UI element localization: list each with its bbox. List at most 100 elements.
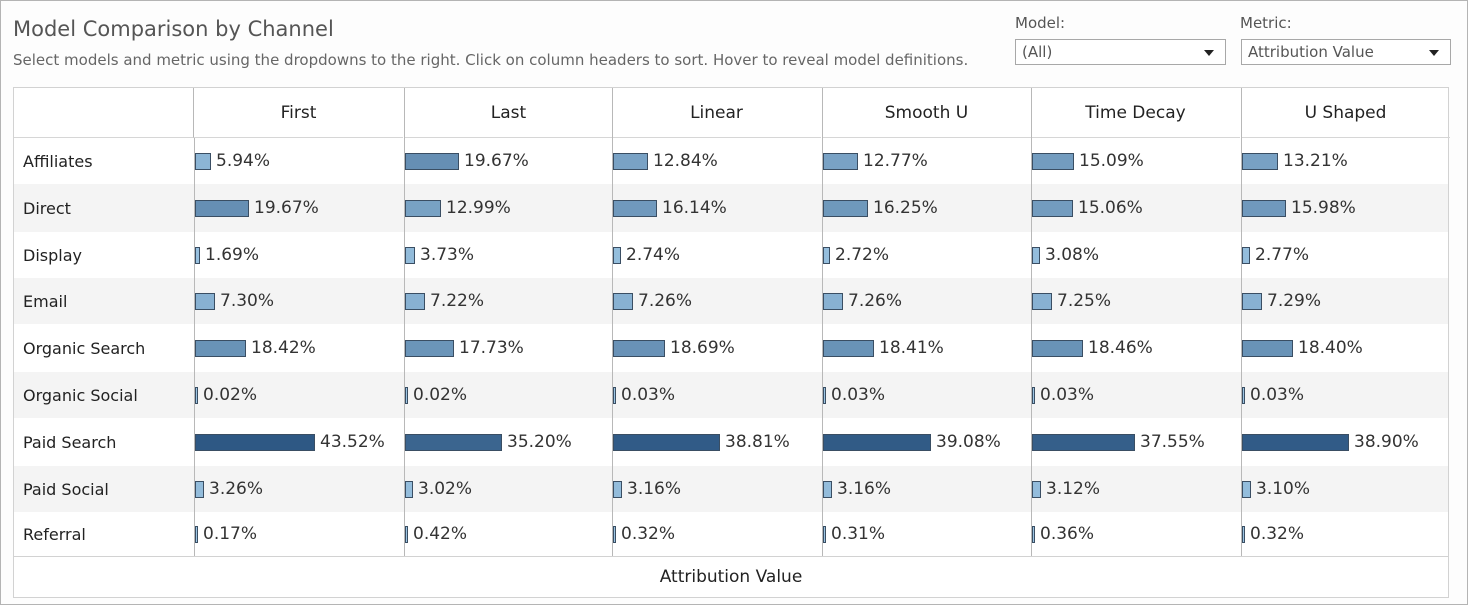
column-divider xyxy=(612,88,613,556)
bar-first-organic-search xyxy=(195,340,246,357)
data-label: 0.32% xyxy=(621,524,676,544)
table-row xyxy=(14,324,1448,372)
bar-last-direct xyxy=(405,200,441,217)
chevron-down-icon[interactable] xyxy=(1204,50,1214,56)
data-label: 0.03% xyxy=(621,385,676,405)
bar-smooth-u-affiliates xyxy=(823,153,858,170)
table-row xyxy=(14,512,1448,556)
bar-time-decay-referral xyxy=(1032,526,1035,543)
bar-smooth-u-email xyxy=(823,293,843,310)
bar-u-shaped-direct xyxy=(1242,200,1286,217)
bar-time-decay-email xyxy=(1032,293,1052,310)
bar-last-paid-social xyxy=(405,481,413,498)
data-label: 18.42% xyxy=(251,338,316,358)
bar-smooth-u-direct xyxy=(823,200,868,217)
model-comparison-table: First Last Linear Smooth U Time Decay U Shape… xyxy=(13,87,1450,598)
data-label: 3.08% xyxy=(1045,245,1100,265)
bar-last-organic-social xyxy=(405,387,408,404)
column-divider xyxy=(404,88,405,556)
column-divider xyxy=(194,138,195,556)
x-axis-label: Attribution Value xyxy=(659,567,803,587)
metric-dropdown-value: Attribution Value xyxy=(1248,43,1374,61)
row-label-organic-social: Organic Social xyxy=(23,385,138,405)
column-divider xyxy=(822,88,823,556)
data-label: 0.02% xyxy=(203,385,258,405)
bar-last-email xyxy=(405,293,425,310)
data-label: 18.41% xyxy=(879,338,944,358)
data-label: 0.03% xyxy=(831,385,886,405)
data-label: 3.73% xyxy=(420,245,475,265)
data-label: 18.46% xyxy=(1088,338,1153,358)
data-label: 7.25% xyxy=(1057,291,1112,311)
data-label: 35.20% xyxy=(507,432,572,452)
row-label-display: Display xyxy=(23,245,82,265)
column-header-smooth-u[interactable]: Smooth U xyxy=(822,88,1031,138)
data-label: 38.81% xyxy=(725,432,790,452)
metric-dropdown[interactable]: Attribution Value xyxy=(1241,39,1451,65)
data-label: 16.25% xyxy=(873,198,938,218)
bar-u-shaped-display xyxy=(1242,247,1250,264)
bar-first-referral xyxy=(195,526,198,543)
table-row xyxy=(14,184,1448,232)
table-row xyxy=(14,372,1448,418)
data-label: 12.84% xyxy=(653,151,718,171)
data-label: 0.02% xyxy=(413,385,468,405)
data-label: 3.26% xyxy=(209,479,264,499)
bar-first-paid-search xyxy=(195,434,315,451)
bar-u-shaped-organic-social xyxy=(1242,387,1245,404)
data-label: 13.21% xyxy=(1283,151,1348,171)
bar-last-paid-search xyxy=(405,434,502,451)
table-row xyxy=(14,278,1448,324)
column-header-linear[interactable]: Linear xyxy=(612,88,821,138)
model-dropdown[interactable]: (All) xyxy=(1015,39,1226,65)
column-header-first[interactable]: First xyxy=(194,88,403,138)
data-label: 1.69% xyxy=(205,245,260,265)
data-label: 2.74% xyxy=(626,245,681,265)
data-label: 0.42% xyxy=(413,524,468,544)
bar-time-decay-organic-social xyxy=(1032,387,1035,404)
data-label: 37.55% xyxy=(1140,432,1205,452)
model-dropdown-value: (All) xyxy=(1022,43,1053,61)
data-label: 2.72% xyxy=(835,245,890,265)
data-label: 7.26% xyxy=(848,291,903,311)
row-label-organic-search: Organic Search xyxy=(23,338,146,358)
data-label: 18.69% xyxy=(670,338,735,358)
bar-time-decay-organic-search xyxy=(1032,340,1083,357)
bar-last-referral xyxy=(405,526,408,543)
data-label: 7.30% xyxy=(220,291,275,311)
chevron-down-icon[interactable] xyxy=(1429,50,1439,56)
data-label: 19.67% xyxy=(464,151,529,171)
table-row xyxy=(14,466,1448,512)
table-row xyxy=(14,232,1448,278)
column-divider xyxy=(1241,88,1242,556)
bar-smooth-u-paid-social xyxy=(823,481,832,498)
data-label: 0.03% xyxy=(1250,385,1305,405)
column-header-last[interactable]: Last xyxy=(404,88,613,138)
data-label: 16.14% xyxy=(662,198,727,218)
data-label: 15.06% xyxy=(1078,198,1143,218)
data-label: 0.31% xyxy=(831,524,886,544)
data-label: 38.90% xyxy=(1354,432,1419,452)
bar-u-shaped-email xyxy=(1242,293,1262,310)
data-label: 17.73% xyxy=(459,338,524,358)
column-header-u-shaped[interactable]: U Shaped xyxy=(1241,88,1450,138)
data-label: 7.22% xyxy=(430,291,485,311)
bar-first-email xyxy=(195,293,215,310)
bar-linear-organic-social xyxy=(613,387,616,404)
column-header-time-decay[interactable]: Time Decay xyxy=(1031,88,1240,138)
page-title: Model Comparison by Channel xyxy=(13,17,334,41)
bar-linear-email xyxy=(613,293,633,310)
data-label: 7.26% xyxy=(638,291,693,311)
data-label: 2.77% xyxy=(1255,245,1310,265)
data-label: 15.98% xyxy=(1291,198,1356,218)
bar-linear-paid-social xyxy=(613,481,622,498)
data-label: 19.67% xyxy=(254,198,319,218)
row-label-paid-social: Paid Social xyxy=(23,479,109,499)
bar-time-decay-affiliates xyxy=(1032,153,1074,170)
row-label-paid-search: Paid Search xyxy=(23,432,117,452)
data-label: 12.77% xyxy=(863,151,928,171)
data-label: 7.29% xyxy=(1267,291,1322,311)
bar-linear-referral xyxy=(613,526,616,543)
bar-linear-paid-search xyxy=(613,434,720,451)
